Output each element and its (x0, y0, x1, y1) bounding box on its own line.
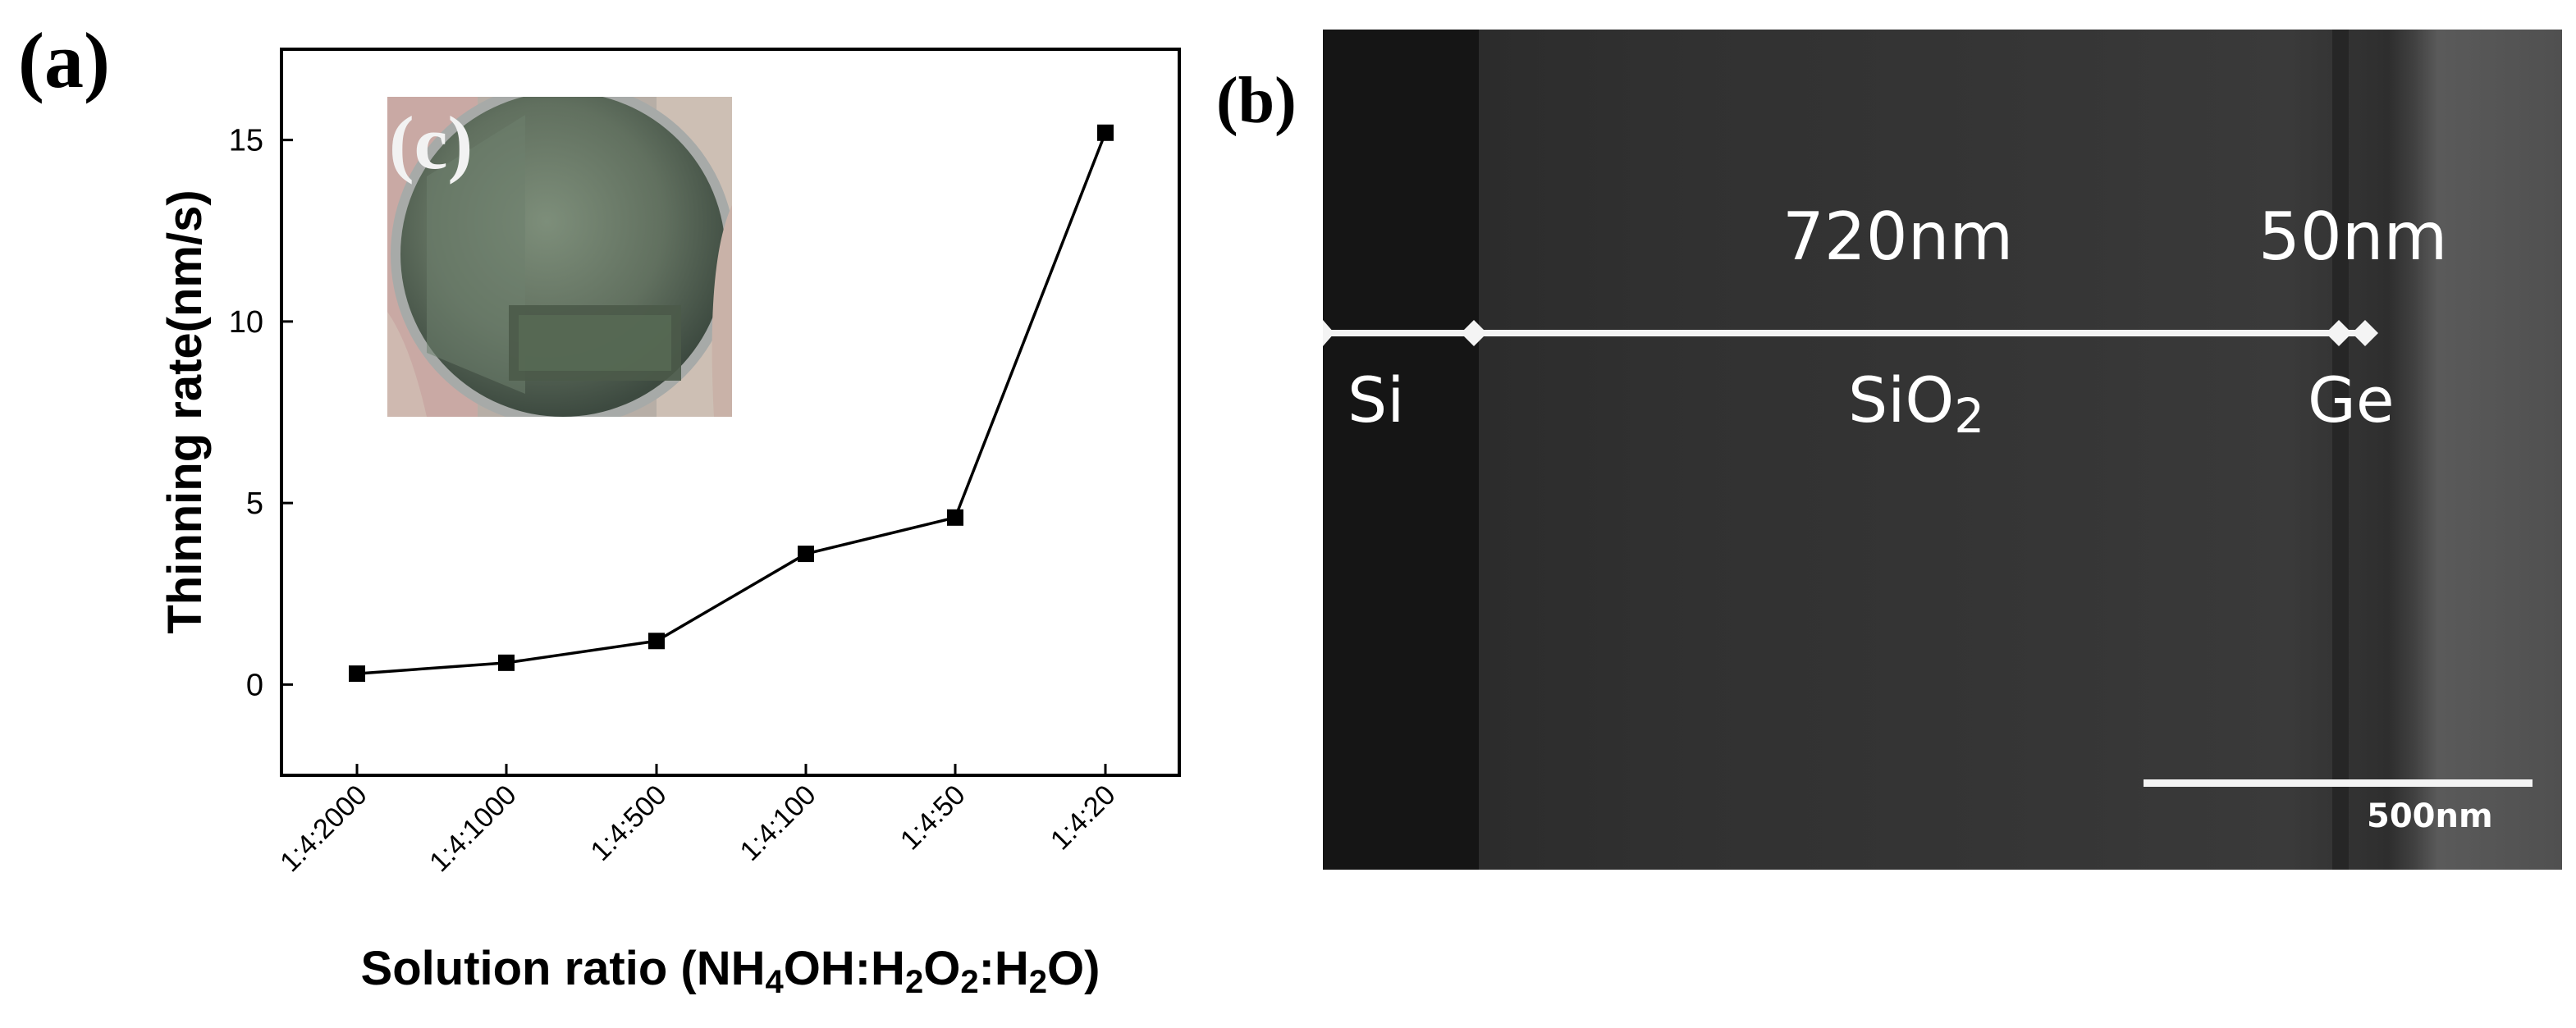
x-axis: 1:4:2000 1:4:1000 1:4:500 1:4:100 1:4:50 1:4:… (274, 764, 1122, 878)
series-line (356, 132, 1107, 675)
data-point (798, 546, 814, 563)
y-tick-label: 10 (229, 305, 263, 340)
thinning-rate-chart: (c) 0 5 10 15 1:4:2000 1:4:1000 1:4:500 1:4:10… (158, 48, 1181, 1000)
label-thickness-ge: 50nm (2258, 199, 2447, 275)
sem-cross-section-image: 720nm 50nm Si SiO2 Ge 500nm (1323, 30, 2562, 870)
x-tick-label: 1:4:20 (1045, 779, 1122, 857)
measurement-line (1323, 320, 2378, 346)
y-tick-label: 5 (246, 487, 263, 521)
series-points (349, 124, 1114, 683)
y-tick-label: 15 (229, 124, 263, 158)
data-point (1097, 124, 1114, 141)
x-tick-label: 1:4:1000 (423, 779, 522, 878)
y-axis-title: Thinning rate(nm/s) (158, 190, 212, 633)
y-axis: 0 5 10 15 (229, 124, 293, 702)
marker-ge-end (2352, 320, 2378, 346)
panel-label-b: (b) (1216, 65, 1297, 137)
data-point (498, 654, 515, 671)
x-tick-label: 1:4:2000 (274, 779, 373, 878)
inset-wafer-photo (387, 97, 732, 417)
data-point (648, 633, 665, 650)
data-point (947, 509, 963, 526)
plot-frame (280, 48, 1181, 777)
panel-label-c: (c) (389, 101, 473, 185)
panel-label-a: (a) (18, 16, 110, 104)
x-tick-label: 1:4:50 (895, 779, 972, 857)
y-tick-label: 0 (246, 668, 263, 702)
label-layer-ge: Ge (2308, 363, 2395, 436)
label-layer-si: Si (1347, 363, 1404, 436)
marker-si-sio2 (1461, 320, 1487, 346)
label-layer-sio2: SiO2 (1848, 363, 1984, 444)
scale-bar (2144, 779, 2533, 787)
label-thickness-sio2: 720nm (1782, 199, 2013, 275)
x-axis-title: Solution ratio (NH4OH:H2O2:H2O) (361, 942, 1100, 1000)
scale-bar-label: 500nm (2367, 797, 2493, 835)
x-tick-label: 1:4:500 (585, 779, 673, 867)
data-point (349, 665, 365, 683)
x-tick-label: 1:4:100 (734, 779, 822, 867)
marker-sio2-ge (2326, 320, 2352, 346)
